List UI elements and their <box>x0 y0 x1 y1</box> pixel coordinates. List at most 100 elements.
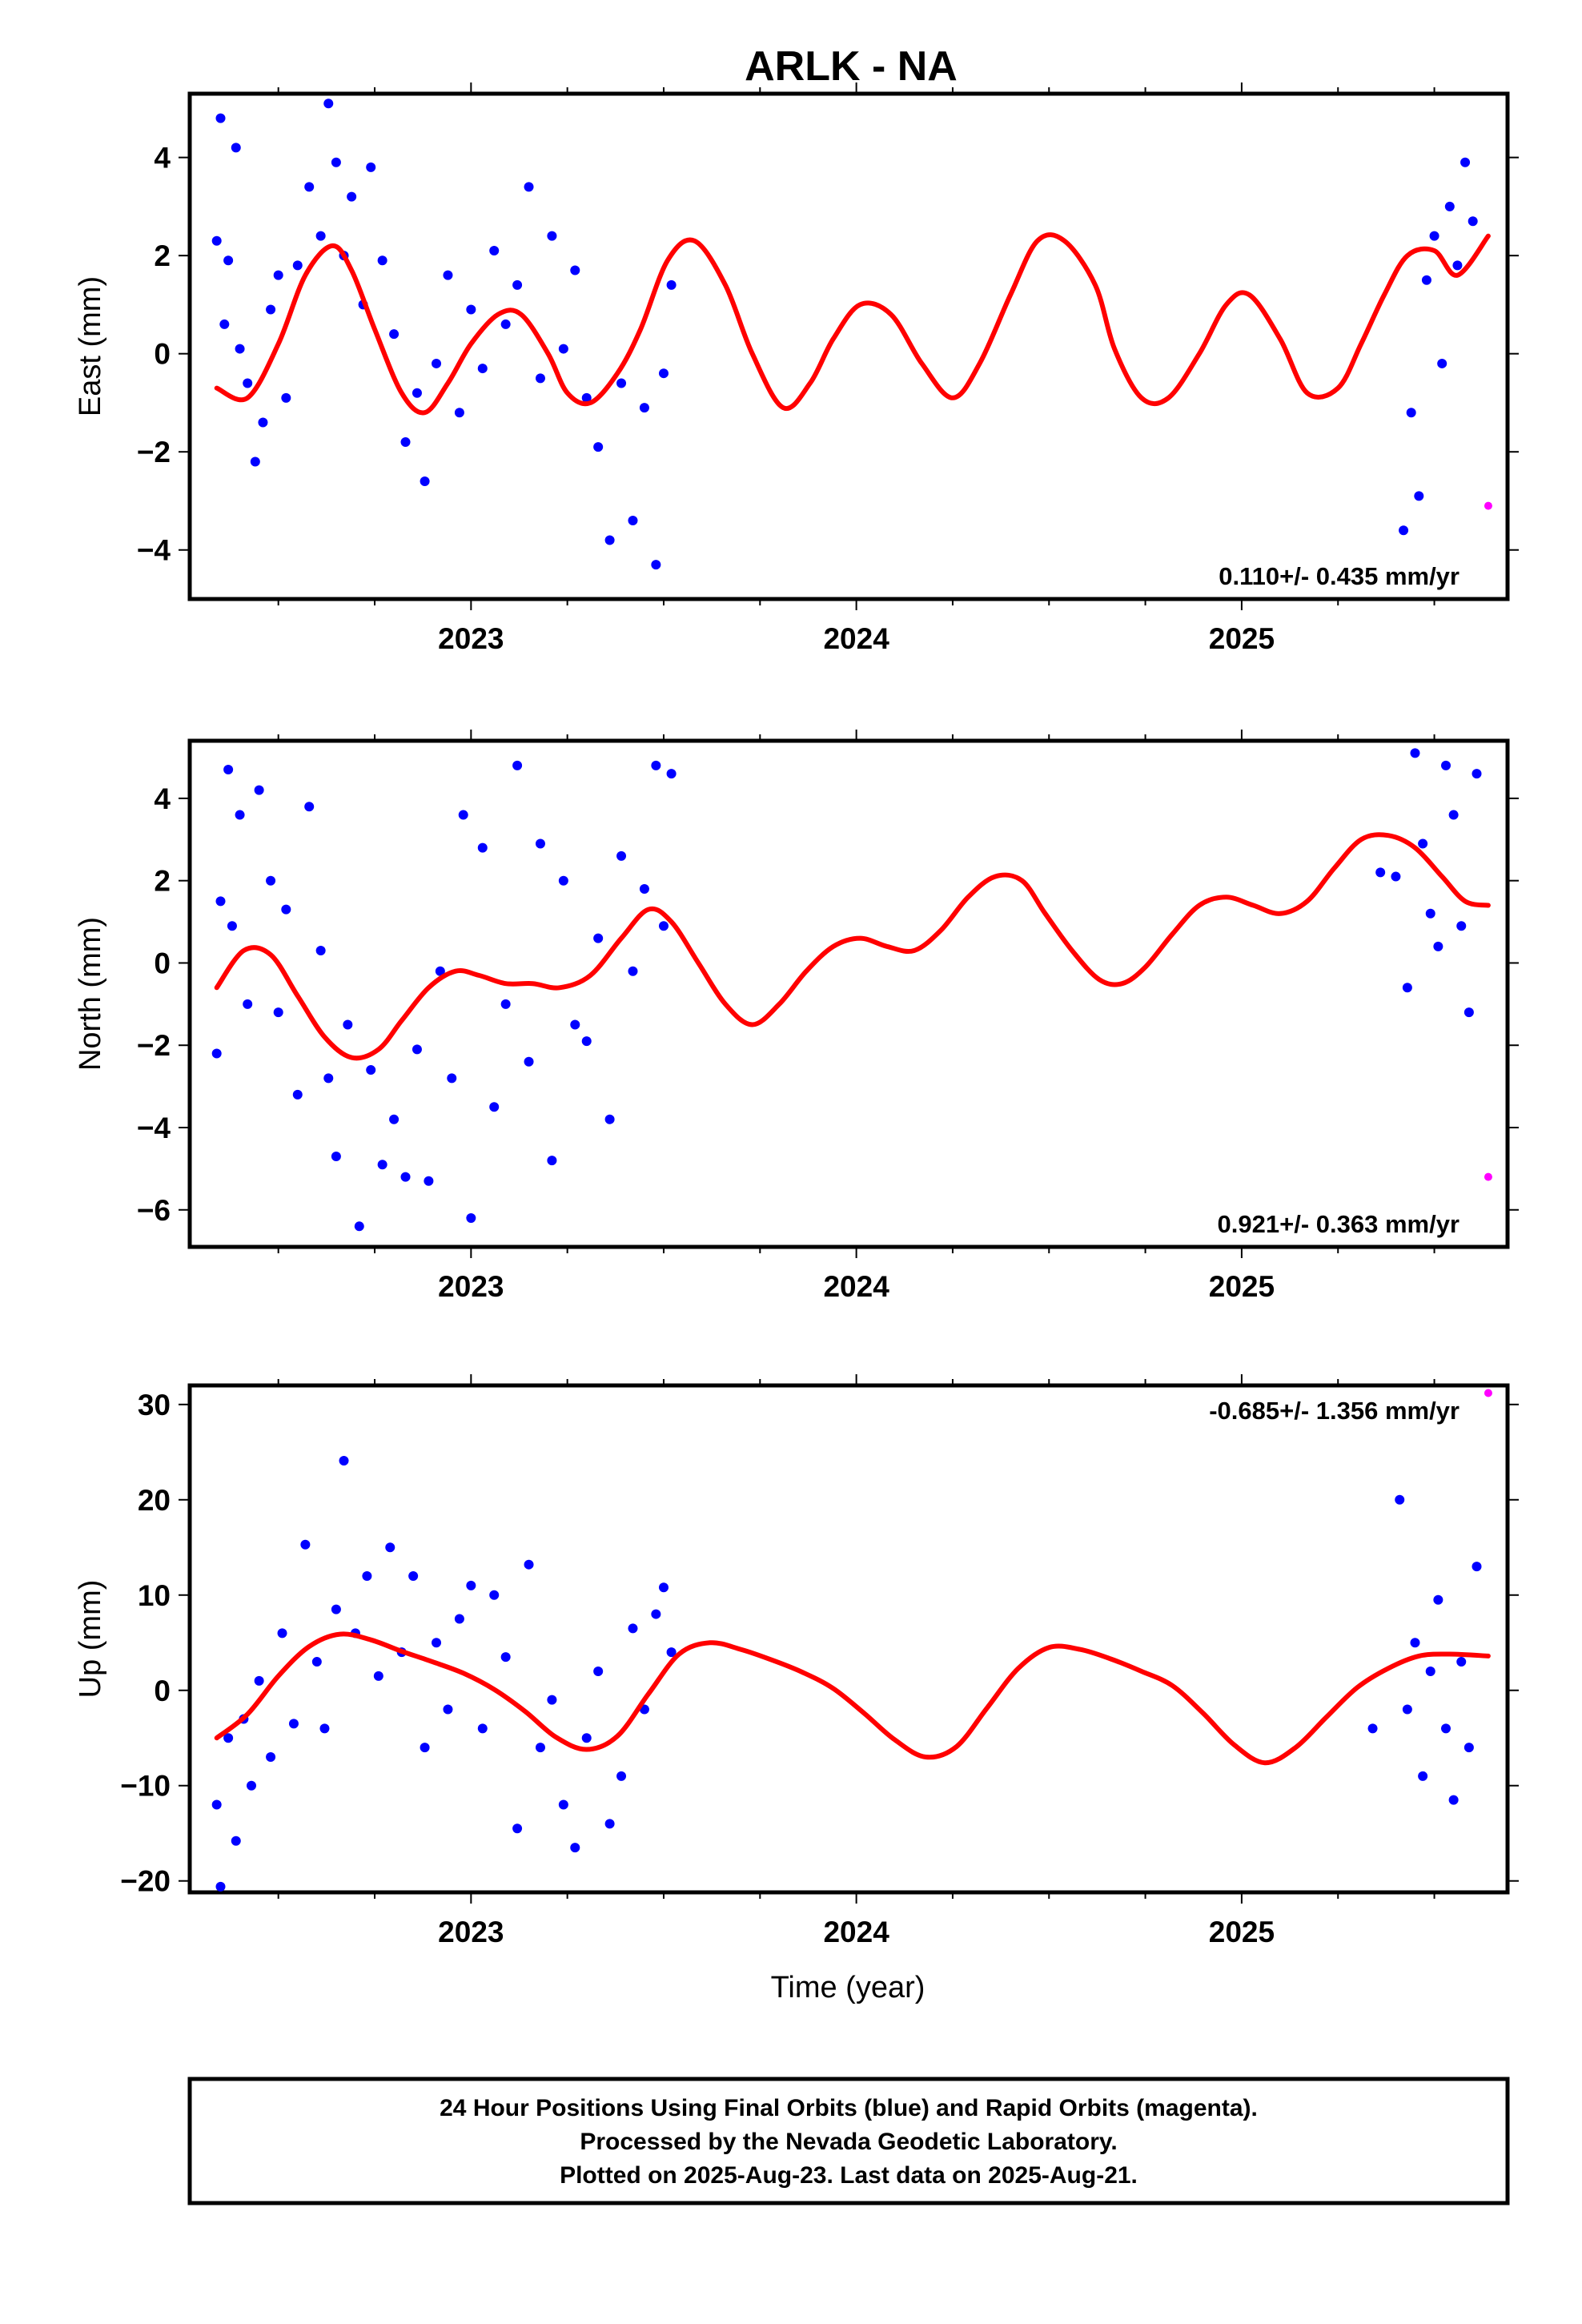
up-final-orbit-point <box>288 1719 299 1729</box>
up-final-orbit-point <box>420 1743 430 1753</box>
north-final-orbit-point <box>1375 867 1386 878</box>
north-final-orbit-point <box>558 875 568 886</box>
up-final-orbit-point <box>331 1604 341 1614</box>
north-x-tick-label: 2025 <box>1209 1270 1275 1303</box>
east-final-orbit-point <box>211 235 222 246</box>
east-x-tick-label: 2023 <box>438 622 504 655</box>
east-final-orbit-point <box>304 182 315 192</box>
up-y-axis-label: Up (mm) <box>74 1580 107 1699</box>
east-final-orbit-point <box>273 270 283 280</box>
x-axis-label: Time (year) <box>771 1971 926 2004</box>
north-final-orbit-point <box>211 1048 222 1059</box>
east-final-orbit-point <box>454 408 464 418</box>
east-final-orbit-point <box>258 417 268 428</box>
up-final-orbit-point <box>300 1539 311 1550</box>
up-final-orbit-point <box>547 1695 557 1705</box>
north-final-orbit-point <box>1433 941 1443 951</box>
north-final-orbit-point <box>1410 748 1420 758</box>
north-final-orbit-point <box>281 904 291 915</box>
up-final-orbit-point <box>1410 1638 1420 1648</box>
north-final-orbit-point <box>512 760 523 770</box>
east-final-orbit-point <box>593 442 604 452</box>
east-final-orbit-point <box>400 436 411 447</box>
east-final-orbit-point <box>466 304 476 315</box>
up-final-orbit-point <box>223 1733 234 1743</box>
up-final-orbit-point <box>658 1582 669 1593</box>
north-x-tick-label: 2024 <box>823 1270 889 1303</box>
east-x-tick-label: 2024 <box>823 622 889 655</box>
north-final-orbit-point <box>489 1102 500 1112</box>
north-final-orbit-point <box>1456 921 1467 931</box>
east-final-orbit-point <box>281 392 291 403</box>
east-final-orbit-point <box>1421 275 1431 285</box>
east-final-orbit-point <box>658 368 669 379</box>
north-final-orbit-point <box>266 875 276 886</box>
up-y-tick-label: −20 <box>120 1865 171 1898</box>
up-final-orbit-point <box>1402 1704 1412 1715</box>
up-final-orbit-point <box>500 1652 511 1663</box>
north-panel: 2023 2024 2025 −6 −4 −2 0 2 4 North (mm) 0.921+/- … <box>74 730 1519 1303</box>
north-final-orbit-point <box>535 838 545 849</box>
up-rate-label: -0.685+/- 1.356 mm/yr <box>1209 1397 1460 1425</box>
up-final-orbit-point <box>535 1743 545 1753</box>
east-final-orbit-point <box>366 162 376 172</box>
up-final-orbit-point <box>512 1823 523 1834</box>
east-rate-label: 0.110+/- 0.435 mm/yr <box>1219 562 1460 590</box>
north-final-orbit-point <box>315 946 326 956</box>
up-final-orbit-point <box>477 1723 488 1734</box>
north-y-tick-label: 4 <box>154 782 171 815</box>
north-final-orbit-point <box>331 1151 341 1161</box>
up-model-curve <box>214 1631 1491 1766</box>
up-x-tick-label: 2024 <box>823 1916 889 1948</box>
north-final-orbit-point <box>1418 838 1428 849</box>
north-final-orbit-point <box>524 1056 534 1067</box>
up-final-orbit-point <box>570 1843 580 1853</box>
east-final-orbit-point <box>219 319 230 329</box>
footer-box <box>187 2077 1510 2205</box>
north-final-orbit-point <box>435 966 445 976</box>
north-final-orbit-point <box>616 850 627 861</box>
east-model-curve <box>214 232 1491 416</box>
up-y-tick-label: −10 <box>120 1770 171 1803</box>
north-final-orbit-point <box>604 1114 615 1124</box>
north-y-axis-label: North (mm) <box>74 917 107 1071</box>
north-final-orbit-point <box>273 1007 283 1018</box>
east-plot-frame <box>187 91 1510 601</box>
east-final-orbit-point <box>558 344 568 354</box>
north-final-orbit-point <box>215 896 226 907</box>
east-y-tick-label: 4 <box>154 142 171 175</box>
east-panel: 2023 2024 2025 −4 −2 0 2 4 East (mm) 0.110+/- 0.4… <box>74 82 1519 655</box>
east-y-axis-label: East (mm) <box>74 276 107 416</box>
up-panel: 2023 2024 2025 −20 −10 0 10 20 30 Up (mm) -0.685+/… <box>74 1374 1519 1948</box>
east-final-orbit-point <box>628 515 638 525</box>
east-final-orbit-point <box>243 378 253 388</box>
north-final-orbit-point <box>343 1019 353 1030</box>
north-final-orbit-point <box>466 1213 476 1224</box>
north-final-orbit-point <box>227 921 237 931</box>
north-final-orbit-point <box>639 883 649 894</box>
up-final-orbit-point <box>1367 1723 1378 1734</box>
east-x-tick-label: 2025 <box>1209 622 1275 655</box>
east-final-orbit-point <box>1399 525 1409 536</box>
north-final-orbit-point <box>235 810 245 820</box>
up-y-tick-label: 0 <box>154 1675 171 1707</box>
up-final-orbit-point <box>593 1666 604 1676</box>
east-final-orbit-point <box>389 329 400 340</box>
north-y-tick-label: −4 <box>137 1112 171 1144</box>
up-final-orbit-point <box>247 1780 257 1791</box>
up-x-tick-label: 2023 <box>438 1916 504 1948</box>
up-x-tick-label: 2025 <box>1209 1916 1275 1948</box>
figure-title: ARLK - NA <box>745 43 958 90</box>
north-final-orbit-point <box>458 810 468 820</box>
north-final-orbit-point <box>477 842 488 853</box>
east-final-orbit-point <box>443 270 453 280</box>
up-final-orbit-point <box>319 1723 330 1734</box>
up-final-orbit-point <box>581 1733 592 1743</box>
north-rapid-orbit-point <box>1484 1172 1492 1181</box>
north-final-orbit-point <box>1448 810 1459 820</box>
east-final-orbit-point <box>666 279 677 290</box>
east-y-tick-label: −2 <box>137 436 171 468</box>
footer-line-2: Processed by the Nevada Geodetic Laborat… <box>580 2129 1117 2155</box>
up-y-tick-label: 10 <box>138 1579 171 1612</box>
north-final-orbit-point <box>447 1073 457 1084</box>
